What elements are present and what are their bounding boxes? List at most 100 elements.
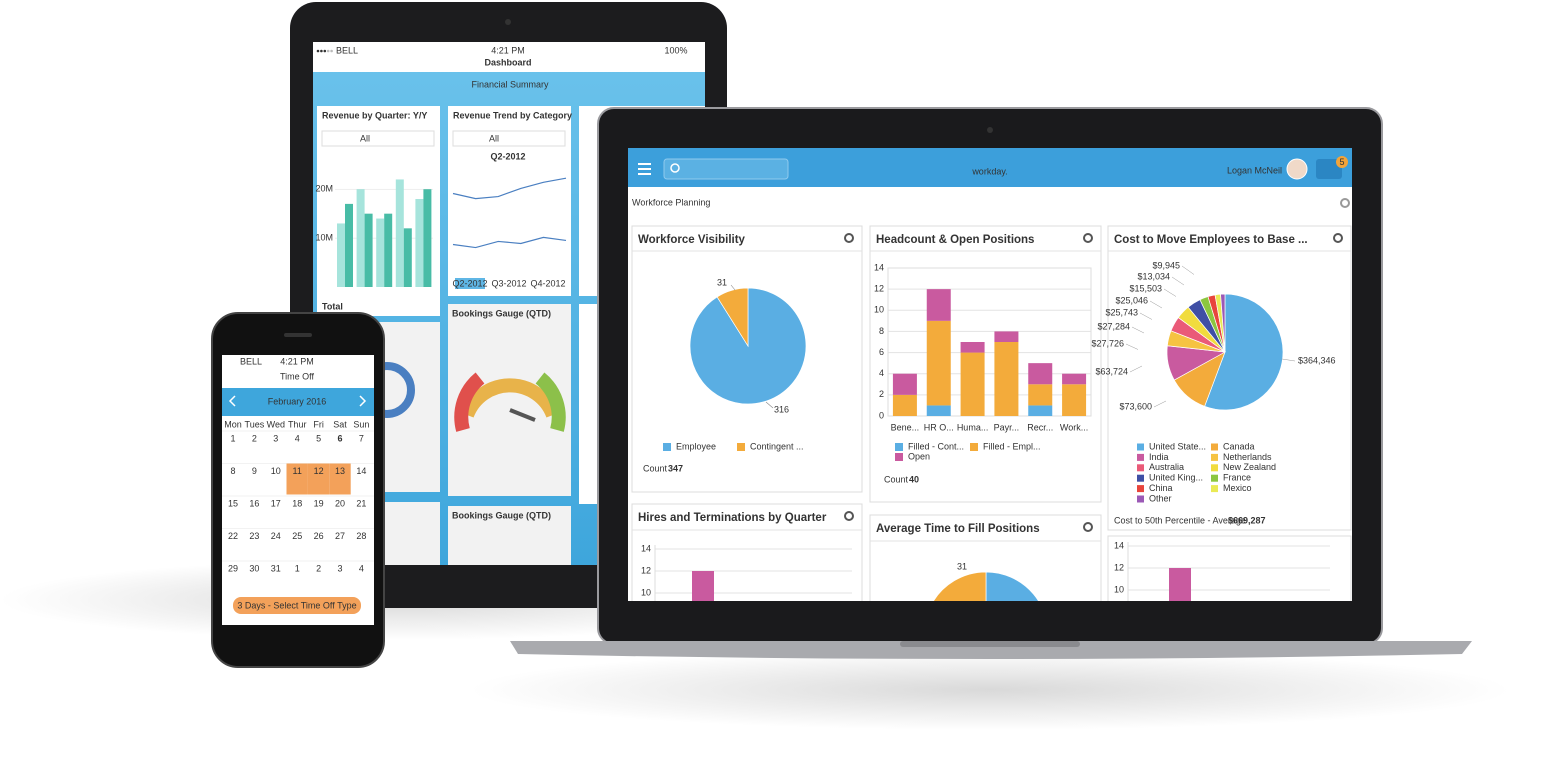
gauge xyxy=(454,372,485,432)
y-tick-label: 14 xyxy=(874,262,884,272)
day[interactable]: 8 xyxy=(230,466,235,476)
day[interactable]: 18 xyxy=(292,498,302,508)
pie-slice xyxy=(716,287,749,348)
day[interactable]: 15 xyxy=(228,498,238,508)
selected-day[interactable] xyxy=(329,463,351,495)
y-tick-label: 10 xyxy=(874,305,884,315)
day[interactable]: 24 xyxy=(271,531,281,541)
weekday: Sun xyxy=(353,419,369,429)
count-value: 347 xyxy=(668,463,683,473)
gear-icon[interactable] xyxy=(1333,233,1343,243)
plot-frame xyxy=(887,267,1092,417)
weekday: Mon xyxy=(224,419,242,429)
button-label[interactable]: 3 Days - Select Time Off Type xyxy=(237,600,356,610)
legend-swatch xyxy=(1211,485,1218,493)
bar-segment xyxy=(1028,405,1053,416)
day[interactable]: 25 xyxy=(292,531,302,541)
trend-line xyxy=(452,236,567,249)
day[interactable]: 5 xyxy=(316,433,321,443)
filter-label: All xyxy=(489,133,499,143)
avatar[interactable] xyxy=(1286,158,1308,180)
screen-title: Time Off xyxy=(280,371,315,381)
day[interactable]: 9 xyxy=(252,466,257,476)
data-label: $13,034 xyxy=(1137,271,1170,281)
data-label: $27,726 xyxy=(1091,338,1124,348)
widget-title: Workforce Visibility xyxy=(638,234,746,246)
filter[interactable] xyxy=(452,130,566,147)
button-bg[interactable] xyxy=(233,597,361,614)
day[interactable]: 4 xyxy=(359,563,364,573)
prev-month[interactable] xyxy=(228,395,236,407)
bar-segment xyxy=(1028,363,1053,385)
day[interactable]: 21 xyxy=(356,498,366,508)
user-name: Logan McNeil xyxy=(1227,165,1282,175)
day[interactable]: 12 xyxy=(314,466,324,476)
x-tick-label: Payr... xyxy=(994,422,1020,432)
gear-icon[interactable] xyxy=(1340,198,1350,208)
laptop-camera xyxy=(987,127,993,133)
day[interactable]: 3 xyxy=(337,563,342,573)
day[interactable]: 11 xyxy=(293,466,302,476)
bar xyxy=(376,218,385,287)
pie-slice xyxy=(1204,293,1284,411)
gear-icon[interactable] xyxy=(1083,233,1093,243)
day[interactable]: 13 xyxy=(335,466,345,476)
carrier: BELL xyxy=(336,45,358,55)
day[interactable]: 1 xyxy=(230,433,235,443)
gauge xyxy=(460,378,560,418)
clock: 4:21 PM xyxy=(280,356,314,366)
bar xyxy=(423,189,432,287)
day[interactable]: 20 xyxy=(335,498,345,508)
count-label: Count xyxy=(643,463,668,473)
day[interactable]: 2 xyxy=(252,433,257,443)
day[interactable]: 17 xyxy=(271,498,281,508)
trend-line xyxy=(452,177,567,200)
day[interactable]: 28 xyxy=(356,531,366,541)
bar-segment xyxy=(994,342,1019,416)
day[interactable]: 31 xyxy=(271,563,281,573)
day[interactable]: 16 xyxy=(249,498,259,508)
gear-icon[interactable] xyxy=(844,511,854,521)
day[interactable]: 26 xyxy=(314,531,324,541)
gear-icon[interactable] xyxy=(1083,522,1093,532)
legend-swatch xyxy=(1211,464,1218,472)
leader xyxy=(1153,400,1167,408)
day[interactable]: 30 xyxy=(249,563,259,573)
day[interactable]: 19 xyxy=(314,498,324,508)
day[interactable]: 3 xyxy=(273,433,278,443)
leader xyxy=(765,401,774,409)
y-tick-label: 8 xyxy=(879,326,884,336)
legend-swatch xyxy=(1211,474,1218,482)
data-label: $27,284 xyxy=(1097,321,1130,331)
inbox[interactable] xyxy=(1316,159,1342,179)
day[interactable]: 10 xyxy=(271,466,281,476)
day[interactable]: 2 xyxy=(316,563,321,573)
day[interactable]: 23 xyxy=(249,531,259,541)
legend-swatch xyxy=(895,443,903,451)
laptop-screen: workday. Logan McNeil 5 Workforce Planning W… xyxy=(628,148,1352,601)
bar-segment xyxy=(892,394,917,416)
day[interactable]: 22 xyxy=(228,531,238,541)
selected-day[interactable] xyxy=(307,463,330,495)
day[interactable]: 4 xyxy=(295,433,300,443)
day[interactable]: 6 xyxy=(337,433,342,443)
weekday: Sat xyxy=(333,419,347,429)
filter[interactable] xyxy=(321,130,435,147)
legend-label: France xyxy=(1223,473,1251,483)
gauge xyxy=(535,372,566,432)
day[interactable]: 7 xyxy=(359,433,364,443)
day[interactable]: 1 xyxy=(295,563,300,573)
gear-icon[interactable] xyxy=(844,233,854,243)
widget-title: Cost to Move Employees to Base ... xyxy=(1114,234,1308,246)
day[interactable]: 27 xyxy=(335,531,345,541)
day[interactable]: 14 xyxy=(356,466,366,476)
bar-segment xyxy=(1028,384,1053,406)
menu-icon[interactable] xyxy=(638,163,651,175)
search-box[interactable] xyxy=(663,158,789,180)
carrier: BELL xyxy=(240,356,262,366)
selected-day[interactable] xyxy=(286,463,308,495)
day[interactable]: 29 xyxy=(228,563,238,573)
x-tick-label: Work... xyxy=(1060,422,1088,432)
next-month[interactable] xyxy=(359,395,367,407)
data-label: 31 xyxy=(957,561,967,571)
